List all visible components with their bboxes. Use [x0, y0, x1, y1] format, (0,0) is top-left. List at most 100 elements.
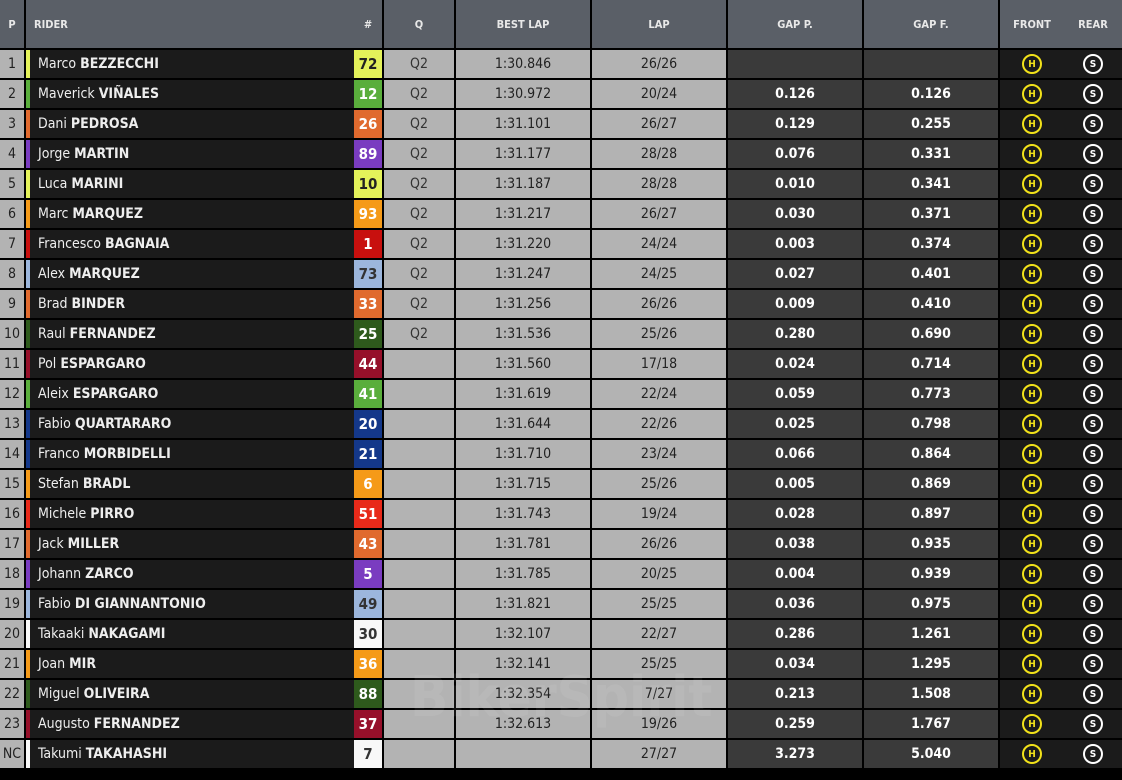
table-row[interactable]: 12 Aleix ESPARGARO 41 1:31.619 22/24 0.0… [0, 380, 1122, 410]
table-row[interactable]: 3 Dani PEDROSA 26 Q2 1:31.101 26/27 0.12… [0, 110, 1122, 140]
rider-cell[interactable]: Jack MILLER [26, 530, 354, 558]
table-row[interactable]: 22 Miguel OLIVEIRA 88 1:32.354 7/27 0.21… [0, 680, 1122, 710]
rider-cell[interactable]: Luca MARINI [26, 170, 354, 198]
rider-cell[interactable]: Jorge MARTIN [26, 140, 354, 168]
table-row[interactable]: 14 Franco MORBIDELLI 21 1:31.710 23/24 0… [0, 440, 1122, 470]
rider-first-name: Luca [38, 176, 68, 192]
table-row[interactable]: 1 Marco BEZZECCHI 72 Q2 1:30.846 26/26 H… [0, 50, 1122, 80]
table-row[interactable]: 8 Alex MARQUEZ 73 Q2 1:31.247 24/25 0.02… [0, 260, 1122, 290]
rider-cell[interactable]: Pol ESPARGARO [26, 350, 354, 378]
best-lap: 1:31.743 [456, 500, 592, 528]
header-number[interactable]: # [354, 0, 384, 48]
table-row[interactable]: 11 Pol ESPARGARO 44 1:31.560 17/18 0.024… [0, 350, 1122, 380]
table-row[interactable]: 20 Takaaki NAKAGAMI 30 1:32.107 22/27 0.… [0, 620, 1122, 650]
rider-first-name: Pol [38, 356, 57, 372]
table-row[interactable]: 19 Fabio DI GIANNANTONIO 49 1:31.821 25/… [0, 590, 1122, 620]
gap-previous: 0.003 [728, 230, 864, 258]
rider-cell[interactable]: Fabio QUARTARARO [26, 410, 354, 438]
table-row[interactable]: 5 Luca MARINI 10 Q2 1:31.187 28/28 0.010… [0, 170, 1122, 200]
gap-first: 0.255 [864, 110, 1000, 138]
table-row[interactable]: 23 Augusto FERNANDEZ 37 1:32.613 19/26 0… [0, 710, 1122, 740]
lap-count: 26/26 [592, 290, 728, 318]
soft-tyre-icon: S [1083, 714, 1103, 734]
soft-tyre-icon: S [1083, 684, 1103, 704]
team-color-stripe [26, 530, 30, 558]
header-gap-previous[interactable]: GAP P. [728, 0, 864, 48]
rider-cell[interactable]: Miguel OLIVEIRA [26, 680, 354, 708]
rider-cell[interactable]: Takaaki NAKAGAMI [26, 620, 354, 648]
table-row[interactable]: 15 Stefan BRADL 6 1:31.715 25/26 0.005 0… [0, 470, 1122, 500]
position: 23 [0, 710, 26, 738]
rider-first-name: Stefan [38, 476, 79, 492]
table-row[interactable]: 6 Marc MARQUEZ 93 Q2 1:31.217 26/27 0.03… [0, 200, 1122, 230]
rider-cell[interactable]: Michele PIRRO [26, 500, 354, 528]
rider-cell[interactable]: Maverick VIÑALES [26, 80, 354, 108]
rider-last-name: VIÑALES [98, 86, 160, 102]
rider-cell[interactable]: Raul FERNANDEZ [26, 320, 354, 348]
gap-previous [728, 50, 864, 78]
position: 9 [0, 290, 26, 318]
rider-cell[interactable]: Aleix ESPARGARO [26, 380, 354, 408]
hard-tyre-icon: H [1022, 54, 1042, 74]
table-row[interactable]: NC Takumi TAKAHASHI 7 27/27 3.273 5.040 … [0, 740, 1122, 770]
position: 13 [0, 410, 26, 438]
rider-cell[interactable]: Francesco BAGNAIA [26, 230, 354, 258]
gap-previous: 0.126 [728, 80, 864, 108]
table-row[interactable]: 13 Fabio QUARTARARO 20 1:31.644 22/26 0.… [0, 410, 1122, 440]
header-front-tyre[interactable]: FRONT [1000, 0, 1064, 48]
hard-tyre-icon: H [1022, 114, 1042, 134]
lap-count: 24/24 [592, 230, 728, 258]
rider-cell[interactable]: Johann ZARCO [26, 560, 354, 588]
rider-last-name: MARQUEZ [69, 266, 140, 282]
rear-tyre: S [1064, 110, 1122, 138]
best-lap: 1:31.536 [456, 320, 592, 348]
qualifying-session: Q2 [384, 200, 456, 228]
rider-cell[interactable]: Marco BEZZECCHI [26, 50, 354, 78]
position: 10 [0, 320, 26, 348]
rider-cell[interactable]: Stefan BRADL [26, 470, 354, 498]
rider-cell[interactable]: Fabio DI GIANNANTONIO [26, 590, 354, 618]
table-row[interactable]: 21 Joan MIR 36 1:32.141 25/25 0.034 1.29… [0, 650, 1122, 680]
table-row[interactable]: 10 Raul FERNANDEZ 25 Q2 1:31.536 25/26 0… [0, 320, 1122, 350]
gap-first: 1.508 [864, 680, 1000, 708]
team-color-stripe [26, 110, 30, 138]
position: 12 [0, 380, 26, 408]
rider-cell[interactable]: Marc MARQUEZ [26, 200, 354, 228]
table-row[interactable]: 7 Francesco BAGNAIA 1 Q2 1:31.220 24/24 … [0, 230, 1122, 260]
rider-cell[interactable]: Franco MORBIDELLI [26, 440, 354, 468]
lap-count: 19/26 [592, 710, 728, 738]
rider-number-badge: 25 [354, 320, 384, 348]
hard-tyre-icon: H [1022, 594, 1042, 614]
rider-cell[interactable]: Alex MARQUEZ [26, 260, 354, 288]
rear-tyre: S [1064, 80, 1122, 108]
header-best-lap[interactable]: BEST LAP [456, 0, 592, 48]
hard-tyre-icon: H [1022, 414, 1042, 434]
header-position[interactable]: P [0, 0, 26, 48]
table-row[interactable]: 9 Brad BINDER 33 Q2 1:31.256 26/26 0.009… [0, 290, 1122, 320]
rider-first-name: Marco [38, 56, 77, 72]
soft-tyre-icon: S [1083, 744, 1103, 764]
soft-tyre-icon: S [1083, 564, 1103, 584]
table-row[interactable]: 16 Michele PIRRO 51 1:31.743 19/24 0.028… [0, 500, 1122, 530]
position: 6 [0, 200, 26, 228]
rider-number-badge: 26 [354, 110, 384, 138]
best-lap: 1:31.560 [456, 350, 592, 378]
gap-previous: 0.025 [728, 410, 864, 438]
header-gap-first[interactable]: GAP F. [864, 0, 1000, 48]
soft-tyre-icon: S [1083, 114, 1103, 134]
rider-cell[interactable]: Augusto FERNANDEZ [26, 710, 354, 738]
header-rider[interactable]: RIDER [26, 0, 354, 48]
header-lap[interactable]: LAP [592, 0, 728, 48]
rider-cell[interactable]: Dani PEDROSA [26, 110, 354, 138]
table-row[interactable]: 17 Jack MILLER 43 1:31.781 26/26 0.038 0… [0, 530, 1122, 560]
header-rear-tyre[interactable]: REAR [1064, 0, 1122, 48]
gap-previous: 0.076 [728, 140, 864, 168]
header-q[interactable]: Q [384, 0, 456, 48]
table-row[interactable]: 18 Johann ZARCO 5 1:31.785 20/25 0.004 0… [0, 560, 1122, 590]
team-color-stripe [26, 50, 30, 78]
rider-cell[interactable]: Takumi TAKAHASHI [26, 740, 354, 768]
table-row[interactable]: 2 Maverick VIÑALES 12 Q2 1:30.972 20/24 … [0, 80, 1122, 110]
table-row[interactable]: 4 Jorge MARTIN 89 Q2 1:31.177 28/28 0.07… [0, 140, 1122, 170]
rider-cell[interactable]: Joan MIR [26, 650, 354, 678]
rider-cell[interactable]: Brad BINDER [26, 290, 354, 318]
